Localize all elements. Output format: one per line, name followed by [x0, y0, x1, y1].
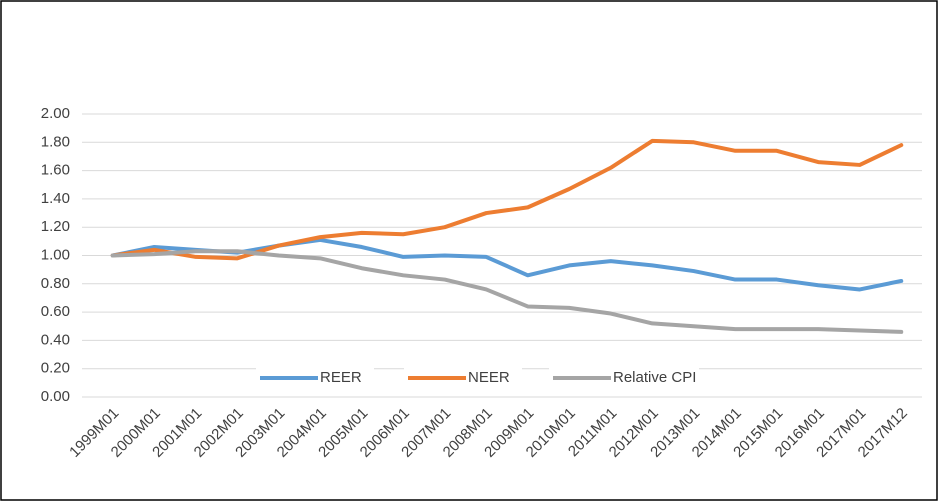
legend-label: NEER — [468, 369, 510, 386]
y-tick-label: 0.60 — [41, 303, 70, 320]
legend-bg — [549, 368, 699, 388]
y-tick-label: 0.20 — [41, 360, 70, 377]
y-tick-label: 0.80 — [41, 275, 70, 292]
y-tick-label: 0.40 — [41, 331, 70, 348]
legend-label: REER — [320, 369, 362, 386]
y-tick-label: 1.40 — [41, 190, 70, 207]
y-tick-label: 0.00 — [41, 388, 70, 405]
y-tick-label: 1.80 — [41, 133, 70, 150]
legend-label: Relative CPI — [613, 369, 696, 386]
y-tick-label: 1.00 — [41, 246, 70, 263]
line-series — [110, 138, 904, 261]
line-series — [110, 249, 904, 334]
y-tick-label: 2.00 — [41, 105, 70, 122]
y-tick-label: 1.60 — [41, 162, 70, 179]
y-tick-label: 1.20 — [41, 218, 70, 235]
